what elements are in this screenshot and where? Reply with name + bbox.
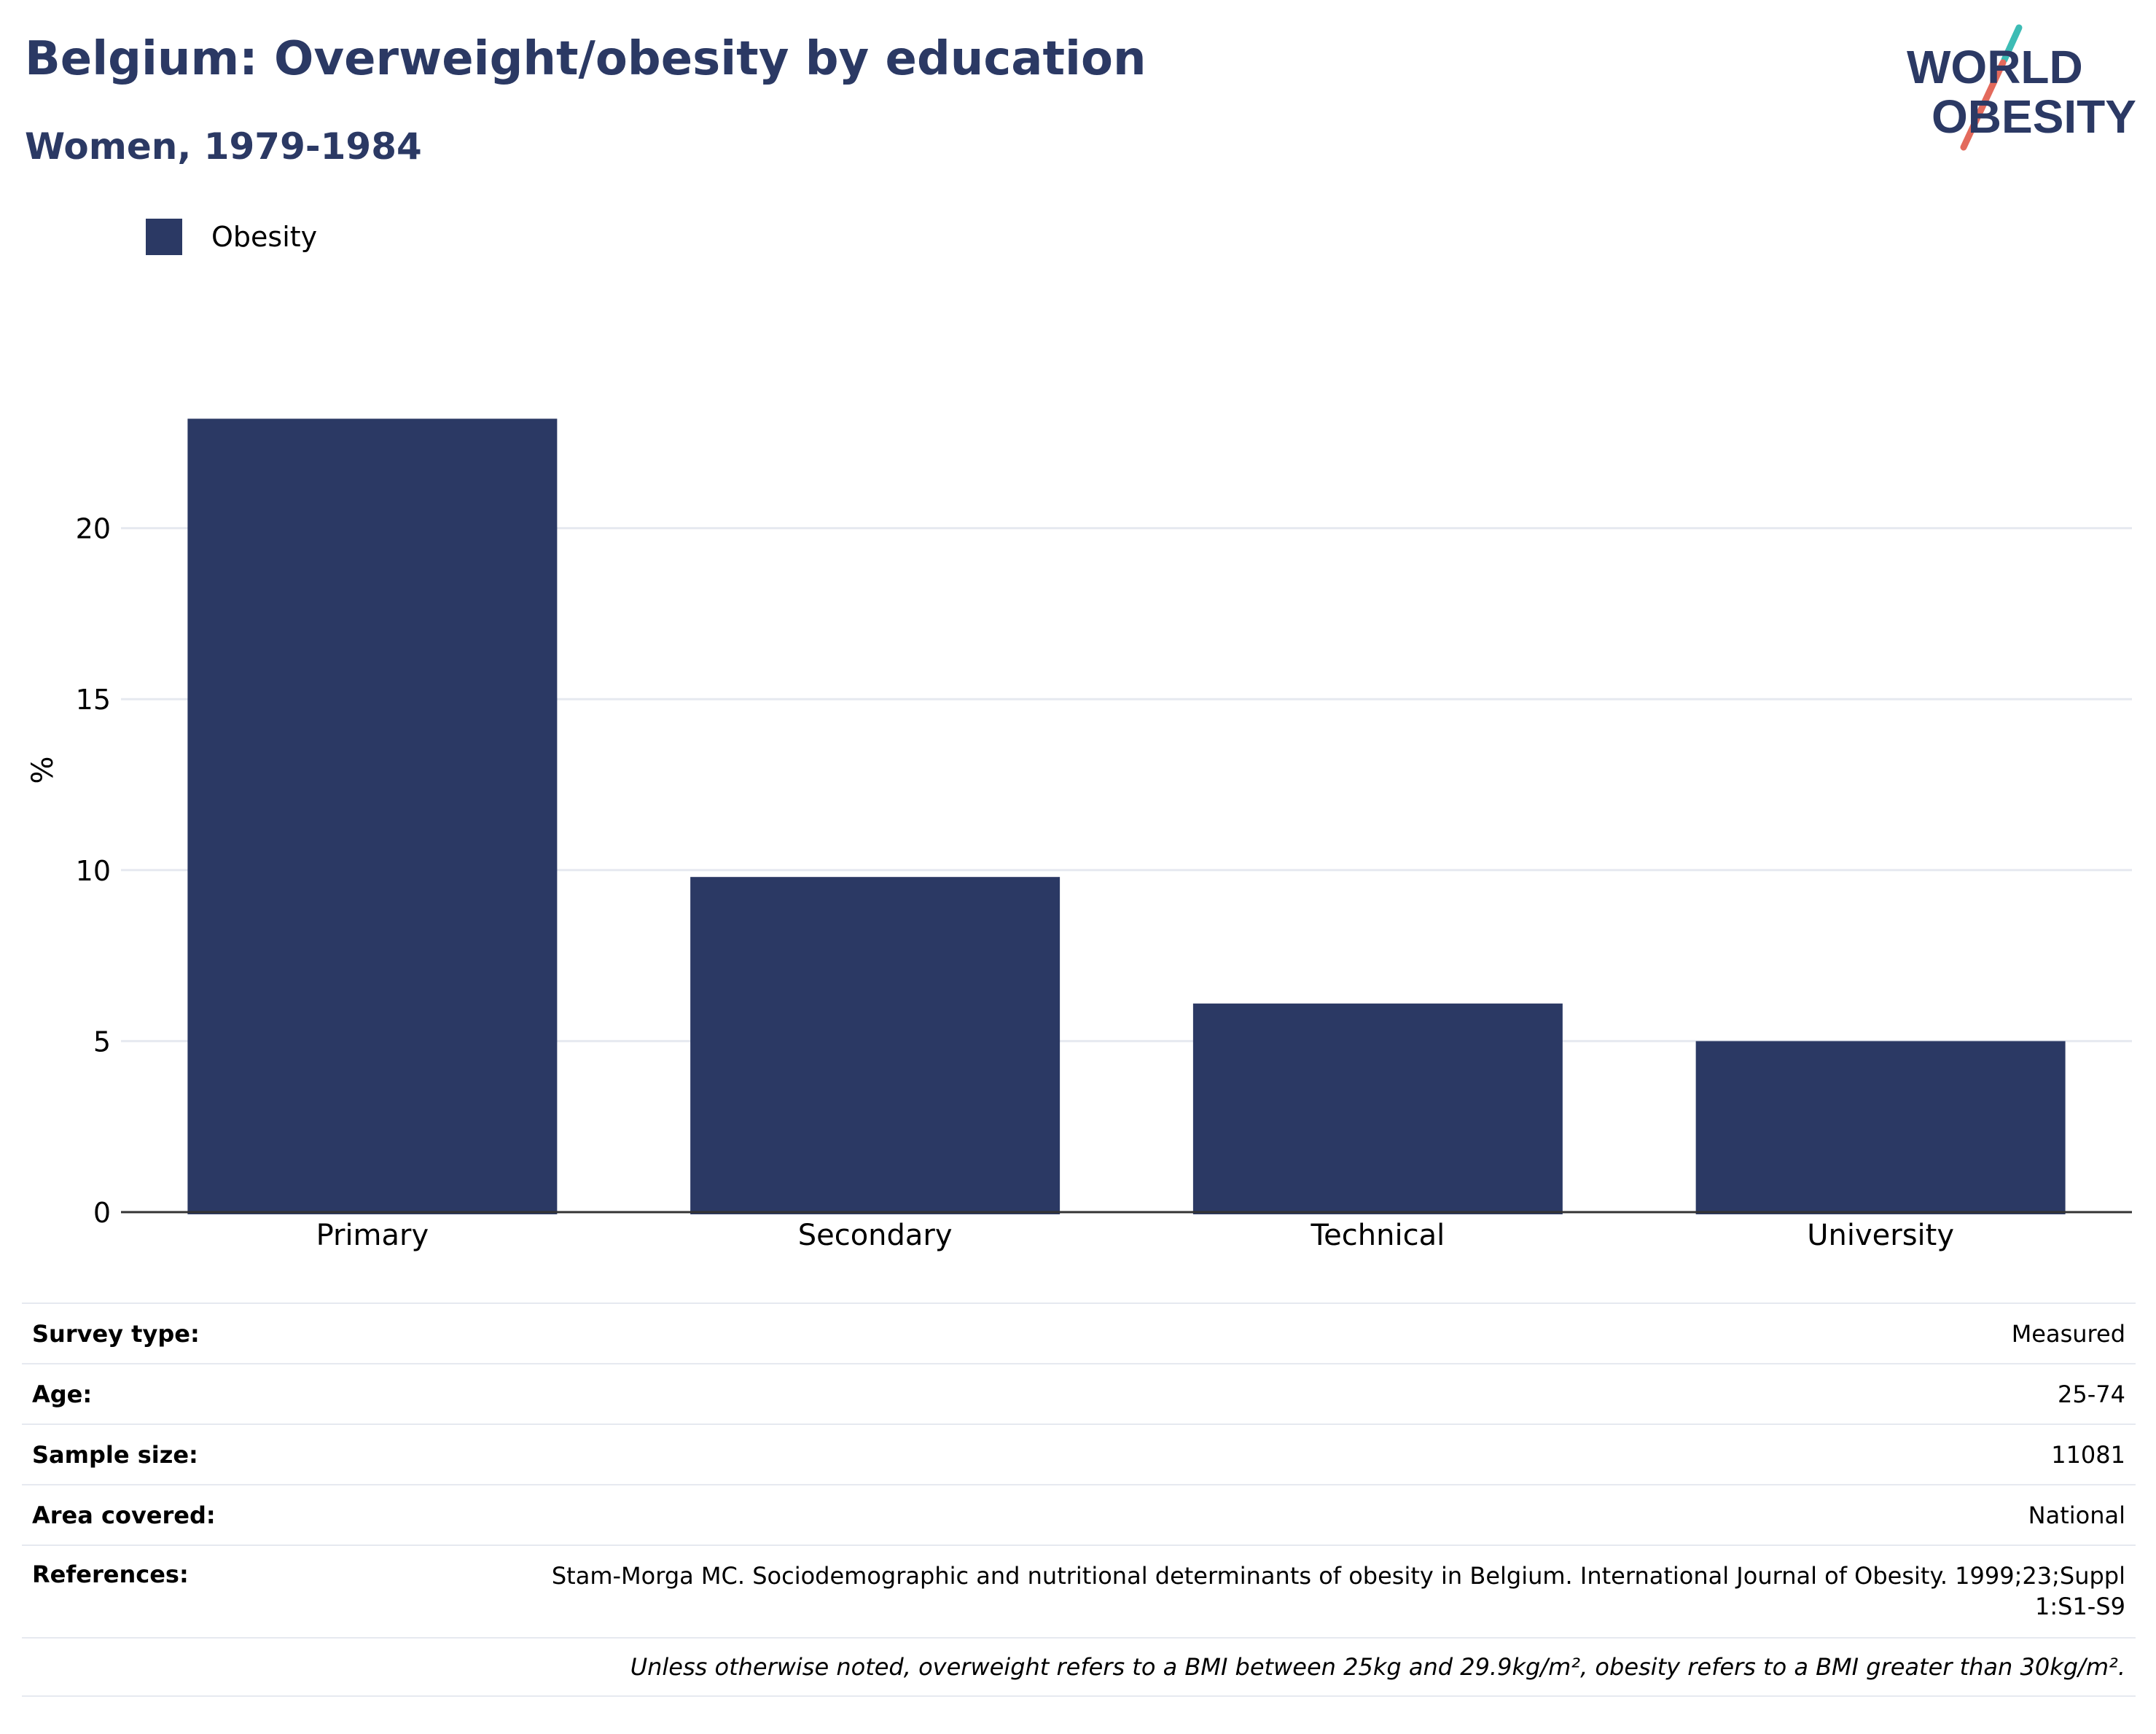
detail-row: Survey type: Measured [22,1303,2136,1363]
references-label: References: [32,1561,189,1588]
y-tick-label: 20 [76,513,111,545]
logo-line-1: WORLD [1907,41,2083,93]
chart-title: Belgium: Overweight/obesity by education [25,32,1147,86]
detail-row: Area covered: National [22,1484,2136,1544]
y-axis-label: % [26,756,60,784]
detail-value: 11081 [2051,1440,2125,1469]
bars [187,418,2066,1214]
detail-label: Sample size: [32,1440,198,1469]
y-tick-labels: 0 5 10 15 20 [76,513,111,1229]
detail-row: Age: 25-74 [22,1363,2136,1423]
y-tick-label: 15 [76,684,111,716]
x-tick-label-university: University [1807,1219,1954,1252]
y-tick-label: 5 [93,1026,111,1058]
bmi-definition-note: Unless otherwise noted, overweight refer… [22,1637,2136,1697]
detail-label: Age: [32,1380,93,1408]
logo-red-slash [1960,59,2007,151]
bar-primary[interactable] [187,418,558,1214]
bar-university[interactable] [1695,1041,2066,1214]
chart-subtitle: Women, 1979-1984 [25,125,422,168]
x-tick-label-secondary: Secondary [798,1219,953,1252]
legend-swatch-obesity [146,219,182,255]
y-tick-label: 0 [93,1197,111,1229]
legend[interactable]: Obesity [146,217,317,257]
bar-chart: 0 5 10 15 20 Primary Secondary Technical Univer… [26,418,2132,1252]
detail-value: Measured [2011,1319,2125,1348]
logo-line-2: OBESITY [1932,90,2136,143]
logo-teal-slash [2001,24,2023,63]
survey-details-table: Survey type: Measured Age: 25-74 Sample size… [22,1303,2136,1697]
x-tick-label-technical: Technical [1311,1219,1445,1252]
bar-secondary[interactable] [690,877,1061,1214]
detail-value: 25-74 [2058,1380,2125,1408]
bar-technical[interactable] [1192,1003,1563,1214]
detail-label: Survey type: [32,1319,200,1348]
world-obesity-logo: WORLD OBESITY [1907,24,2136,151]
legend-label-obesity: Obesity [211,221,318,253]
detail-label: Area covered: [32,1501,216,1529]
x-tick-label-primary: Primary [316,1219,429,1252]
references-value: Stam-Morga MC. Sociodemographic and nutr… [551,1562,2125,1620]
detail-value: National [2028,1501,2125,1529]
x-tick-labels: Primary Secondary Technical University [316,1219,1954,1252]
detail-row: Sample size: 11081 [22,1423,2136,1484]
y-tick-label: 10 [76,855,111,887]
references-row: References: Stam-Morga MC. Sociodemograph… [22,1544,2136,1637]
